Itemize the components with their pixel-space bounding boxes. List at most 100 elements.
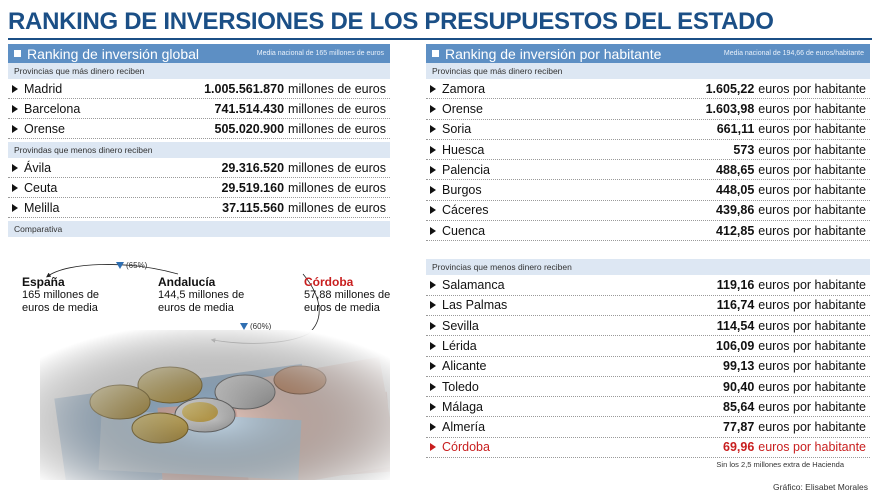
ranking-row: Palencia 488,65 euros por habitante xyxy=(426,160,870,181)
province-value: 114,54 xyxy=(716,318,755,333)
triangle-bullet-icon xyxy=(430,281,436,290)
triangle-bullet-icon xyxy=(430,226,436,235)
province-name: Las Palmas xyxy=(442,298,508,313)
global-ranking-header: Ranking de inversión global Media nacion… xyxy=(8,44,390,63)
province-name: Toledo xyxy=(442,379,479,394)
province-unit: euros por habitante xyxy=(758,338,866,353)
global-ranking-title: Ranking de inversión global xyxy=(27,45,199,62)
province-unit: millones de euros xyxy=(288,121,386,136)
vignette xyxy=(40,330,390,480)
province-name: Madrid xyxy=(24,81,63,96)
ranking-row: Barcelona 741.514.430 millones de euros xyxy=(8,99,390,119)
triangle-bullet-icon xyxy=(430,165,436,174)
province-value: 37.115.560 xyxy=(222,200,285,215)
ranking-row: Málaga 85,64 euros por habitante xyxy=(426,397,870,418)
cordoba-name: Córdoba xyxy=(304,275,354,289)
province-value: 741.514.430 xyxy=(214,101,285,116)
ranking-row: Zamora 1.605,22 euros por habitante xyxy=(426,79,870,100)
global-average-note: Media nacional de 165 millones de euros xyxy=(256,50,384,57)
footnote: Sin los 2,5 millones extra de Hacienda xyxy=(716,460,844,469)
triangle-bullet-icon xyxy=(12,163,18,172)
ranking-row: Melilla 37.115.560 millones de euros xyxy=(8,198,390,218)
cordoba-block: Córdoba 57,88 millones de euros de media xyxy=(304,276,390,315)
ranking-row: Las Palmas 116,74 euros por habitante xyxy=(426,296,870,316)
global-top-list: Madrid 1.005.561.870 millones de euros Barc… xyxy=(8,79,390,139)
province-value: 488,65 xyxy=(716,162,755,177)
page-title: RANKING DE INVERSIONES DE LOS PRESUPUEST… xyxy=(8,8,774,35)
province-value: 69,96 xyxy=(723,440,755,455)
espana-name: España xyxy=(22,275,65,289)
ranking-row: Lérida 106,09 euros por habitante xyxy=(426,336,870,357)
triangle-bullet-icon xyxy=(430,301,436,310)
andalucia-block: Andalucía 144,5 millones de euros de med… xyxy=(158,276,244,315)
global-bottom-label: Provindas que menos dinero reciben xyxy=(8,142,390,158)
province-unit: millones de euros xyxy=(288,81,386,96)
triangle-bullet-icon xyxy=(430,186,436,195)
comparativa-label: Comparativa xyxy=(8,221,390,237)
province-value: 439,86 xyxy=(716,203,755,218)
province-value: 412,85 xyxy=(716,223,755,238)
ranking-row: Salamanca 119,16 euros por habitante xyxy=(426,275,870,296)
triangle-bullet-icon xyxy=(12,124,18,133)
province-name: Córdoba xyxy=(442,440,490,455)
triangle-bullet-icon xyxy=(430,84,436,93)
triangle-bullet-icon xyxy=(430,321,436,330)
title-divider xyxy=(8,38,872,40)
ranking-row: Alicante 99,13 euros por habitante xyxy=(426,357,870,377)
triangle-bullet-icon xyxy=(430,362,436,371)
province-name: Lérida xyxy=(442,338,477,353)
province-name: Soria xyxy=(442,122,472,137)
province-name: Huesca xyxy=(442,142,485,157)
per-capita-bottom-label: Provincias que menos dinero reciben xyxy=(426,259,870,276)
province-value: 448,05 xyxy=(716,183,755,198)
ranking-row: Cáceres 439,86 euros por habitante xyxy=(426,201,870,222)
arc-espana-andalucia xyxy=(46,264,179,278)
triangle-bullet-icon xyxy=(430,145,436,154)
province-value: 1.603,98 xyxy=(705,101,755,116)
province-value: 1.005.561.870 xyxy=(204,81,285,96)
province-unit: euros por habitante xyxy=(758,359,866,374)
cordoba-line2: euros de media xyxy=(304,302,380,314)
ranking-row: Orense 505.020.900 millones de euros xyxy=(8,119,390,139)
province-name: Melilla xyxy=(24,200,60,215)
credit: Gráfico: Elisabet Morales xyxy=(773,482,868,492)
province-value: 505.020.900 xyxy=(214,121,285,136)
province-unit: euros por habitante xyxy=(758,379,866,394)
province-value: 106,09 xyxy=(716,338,755,353)
province-name: Cáceres xyxy=(442,203,489,218)
triangle-bullet-icon xyxy=(430,341,436,350)
province-value: 119,16 xyxy=(716,278,755,293)
espana-line2: euros de media xyxy=(22,302,98,314)
triangle-bullet-icon xyxy=(430,104,436,113)
per-capita-panel: Ranking de inversión por habitante Media… xyxy=(426,44,870,459)
province-value: 77,87 xyxy=(723,420,755,435)
province-unit: euros por habitante xyxy=(758,203,866,218)
per-capita-title: Ranking de inversión por habitante xyxy=(445,45,662,62)
province-name: Ávila xyxy=(24,160,52,175)
province-unit: euros por habitante xyxy=(758,122,866,137)
triangle-bullet-icon xyxy=(430,382,436,391)
province-unit: euros por habitante xyxy=(758,162,866,177)
espana-line1: 165 millones de xyxy=(22,289,100,301)
down-arrow-icon xyxy=(240,323,248,330)
ranking-row: Ávila 29.316.520 millones de euros xyxy=(8,158,390,178)
down-arrow-icon xyxy=(116,262,124,269)
global-ranking-panel: Ranking de inversión global Media nacion… xyxy=(8,44,390,237)
comparativa-diagram: (65%) (60%) España 165 millones de euros… xyxy=(8,252,390,477)
province-name: Cuenca xyxy=(442,223,486,238)
ranking-row: Córdoba 69,96 euros por habitante xyxy=(426,438,870,459)
province-value: 661,11 xyxy=(716,122,755,137)
province-name: Palencia xyxy=(442,162,490,177)
province-value: 99,13 xyxy=(723,359,755,374)
andalucia-line1: 144,5 millones de xyxy=(158,289,245,301)
pct-espana: (65%) xyxy=(116,261,147,270)
espana-block: España 165 millones de euros de media xyxy=(22,276,99,315)
province-value: 29.519.160 xyxy=(221,180,285,195)
triangle-bullet-icon xyxy=(12,203,18,212)
per-capita-top-list: Zamora 1.605,22 euros por habitante Orense 1… xyxy=(426,79,870,242)
andalucia-line2: euros de media xyxy=(158,302,234,314)
triangle-bullet-icon xyxy=(12,84,18,93)
ranking-row: Burgos 448,05 euros por habitante xyxy=(426,180,870,201)
province-name: Alicante xyxy=(442,359,487,374)
square-bullet-icon xyxy=(14,50,21,57)
